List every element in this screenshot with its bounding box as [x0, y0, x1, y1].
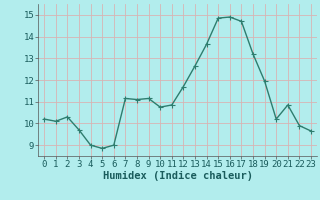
- X-axis label: Humidex (Indice chaleur): Humidex (Indice chaleur): [103, 171, 252, 181]
